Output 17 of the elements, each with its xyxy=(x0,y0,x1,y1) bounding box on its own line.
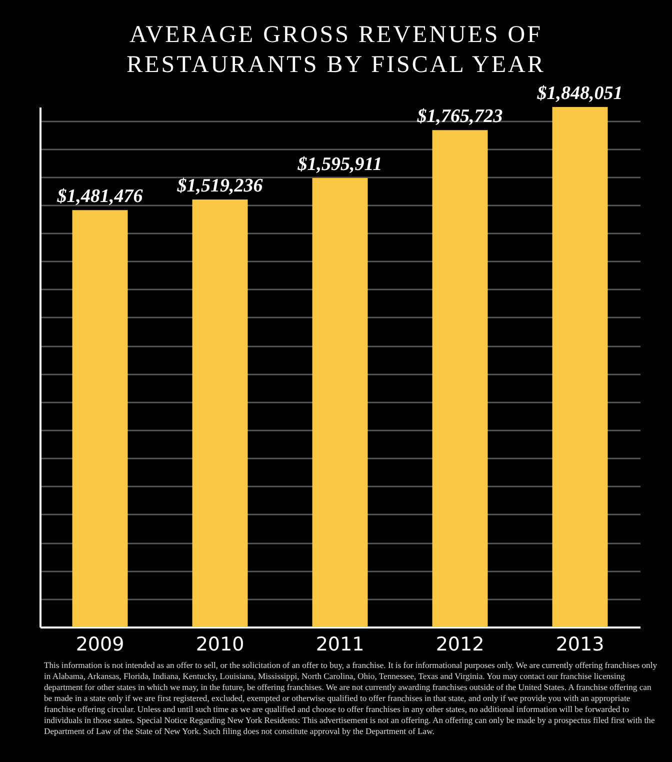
data-label: $1,519,236 xyxy=(176,176,264,197)
data-label: $1,481,476 xyxy=(56,186,144,208)
data-label: $1,765,723 xyxy=(416,106,503,128)
x-tick-label: 2012 xyxy=(436,634,484,656)
x-tick-label: 2011 xyxy=(316,634,364,656)
data-label: $1,595,911 xyxy=(296,154,382,175)
text: This information is not intended as an offer to sell, or the solicitation of an offer to buy, a franchise. It is for informational purposes only. We are currently offering franchises only in Alabama, Arkansas, Florida, Indiana, Kentucky, Louisiana, Mississippi, North Carolina, Ohio, Tennessee, Texas and Virginia. You may contact our franchise licensing department for other states in which we may, in the future, be offering franchises. We are not currently awarding franchises outside of the United States. A franchise offering can be made in a state only if we are first registered, excluded, exempted or otherwise qualified to offer franchises in that state, and only if we provide you with an appropriate franchise offering circular. Unless and until such time as we are qualified and choose to offer franchises in any other states, no additional information will be forwarded to individuals in those states. Special Notice Regarding New York Residents: This advertisement is not an offering. An offering can only be made by a prospectus filed first with the Department of Law of the State of New York. Such filing does not constitute approval by the Department of Law. xyxy=(44,660,658,737)
bar xyxy=(552,107,608,627)
x-tick-label: 2009 xyxy=(76,634,124,656)
bar xyxy=(72,210,128,627)
data-label: $1,848,051 xyxy=(536,83,623,104)
bar xyxy=(432,130,488,627)
x-tick-label: 2013 xyxy=(556,634,604,656)
bar xyxy=(312,178,368,627)
chart-title: AVERAGE GROSS REVENUES OF RESTAURANTS BY FISCAL YEAR xyxy=(126,21,546,80)
bar xyxy=(192,200,248,627)
x-tick-label: 2010 xyxy=(196,634,244,656)
